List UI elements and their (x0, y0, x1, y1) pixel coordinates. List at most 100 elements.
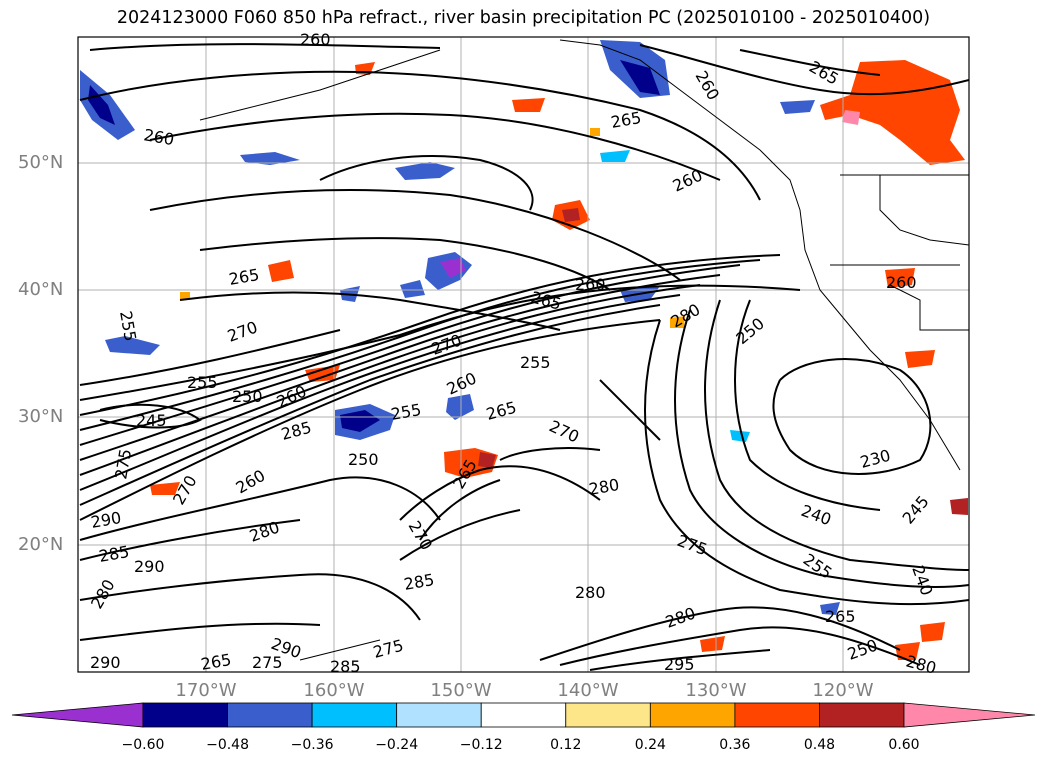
colorbar-segment (565, 702, 651, 728)
precip-patch (885, 268, 915, 288)
contour-label: 265 (199, 650, 232, 674)
precip-patch (268, 260, 294, 282)
precip-patch (105, 336, 160, 355)
contour-label: 265 (806, 57, 842, 89)
precip-patch (700, 636, 725, 652)
precip-shading (80, 40, 968, 660)
contour-labels: 260 260 265 265 260 260 265 260 255 255 … (87, 30, 938, 678)
contour-label: 275 (371, 636, 405, 662)
precip-patch (905, 350, 935, 368)
colorbar-tick-label: −0.48 (206, 737, 249, 753)
contour-label: 260 (575, 275, 606, 294)
contour-label: 260 (142, 125, 175, 149)
contour-label: 270 (405, 518, 437, 554)
lon-label-120w: 120°W (812, 680, 874, 701)
contour-label: 290 (134, 557, 165, 576)
contour-label: 255 (389, 400, 422, 424)
map-title: 2024123000 F060 850 hPa refract., river … (116, 8, 931, 28)
contour-label: 295 (664, 655, 695, 674)
contour-label: 280 (575, 583, 606, 602)
lon-label-170w: 170°W (175, 680, 237, 701)
contour-label: 245 (899, 492, 933, 528)
colorbar-tick-label: −0.60 (121, 737, 165, 753)
lon-label-150w: 150°W (430, 680, 492, 701)
precip-patch (88, 85, 115, 125)
colorbar-extend-low (11, 702, 144, 728)
precip-patch (895, 642, 920, 660)
colorbar-segment (396, 702, 482, 728)
precip-patch (920, 622, 945, 642)
contour-label: 280 (904, 652, 938, 678)
precip-patch (600, 150, 630, 162)
precip-patch (512, 98, 545, 112)
contour-label: 290 (89, 508, 122, 532)
colorbar-tick-label: −0.24 (375, 737, 419, 753)
contour-label: 290 (90, 653, 121, 672)
lon-label-130w: 130°W (685, 680, 747, 701)
contour-label: 280 (587, 475, 620, 499)
precip-patch (340, 410, 380, 432)
lat-label-30n: 30°N (18, 406, 64, 427)
contour-label: 250 (348, 450, 379, 469)
lon-label-140w: 140°W (557, 680, 619, 701)
colorbar-segment (311, 702, 398, 728)
contour-label: 250 (232, 387, 263, 406)
precip-patch (150, 482, 180, 495)
contour-label: 260 (444, 368, 480, 398)
contour-label: 275 (111, 447, 135, 480)
map-frame (77, 36, 970, 673)
precip-patch (478, 452, 496, 468)
colorbar-tick-label: 0.60 (888, 737, 920, 753)
colorbar-tick-label: 0.24 (634, 737, 666, 753)
precip-patch (440, 258, 466, 278)
contour-label: 270 (169, 472, 201, 508)
contour-label: 260 (300, 30, 331, 49)
precip-patch (780, 100, 815, 114)
colorbar-segment (819, 702, 905, 728)
colorbar-tick-label: 0.48 (803, 737, 836, 753)
contour-label: 275 (675, 531, 710, 559)
colorbar-segment (227, 702, 313, 728)
coastlines (199, 39, 969, 661)
contour-label: 260 (886, 273, 917, 292)
precip-patch (820, 602, 840, 615)
precip-patch (842, 110, 860, 125)
precip-patch (240, 152, 300, 165)
precip-patch (950, 498, 968, 515)
contour-label: 280 (663, 603, 698, 631)
contour-label: 240 (799, 501, 834, 529)
contour-label: 285 (97, 542, 130, 566)
contour-label: 260 (692, 68, 724, 104)
lat-label-40n: 40°N (18, 279, 64, 300)
contour-label: 270 (225, 317, 260, 345)
precip-patch (305, 365, 340, 382)
contour-label: 265 (609, 108, 642, 132)
colorbar-tick-label: 0.36 (719, 737, 751, 753)
lat-label-50n: 50°N (18, 152, 64, 173)
contour-label: 260 (670, 165, 706, 195)
contour-label: 230 (858, 446, 892, 472)
contour-label: 255 (520, 353, 551, 372)
contour-label: 265 (227, 265, 260, 289)
colorbar-segment (480, 702, 567, 728)
colorbar-tick-label: 0.12 (550, 737, 582, 753)
colorbar (11, 702, 1036, 728)
precip-patch (670, 316, 685, 328)
contour-label: 270 (429, 330, 464, 358)
precip-patch (730, 430, 750, 442)
contour-label: 285 (330, 657, 361, 676)
precip-patch (590, 128, 600, 136)
contour-label: 245 (136, 411, 167, 430)
contour-label: 265 (825, 607, 856, 626)
contour-label: 260 (233, 466, 269, 498)
colorbar-segment (142, 702, 228, 728)
lon-label-160w: 160°W (303, 680, 365, 701)
refractivity-contours (79, 43, 969, 671)
colorbar-segment (649, 702, 736, 728)
lat-label-20n: 20°N (18, 534, 64, 555)
contour-label: 265 (484, 398, 518, 424)
colorbar-extend-high (903, 702, 1036, 728)
colorbar-segment (734, 702, 820, 728)
contour-label: 255 (187, 373, 218, 392)
colorbar-tick-label: −0.12 (459, 737, 503, 753)
